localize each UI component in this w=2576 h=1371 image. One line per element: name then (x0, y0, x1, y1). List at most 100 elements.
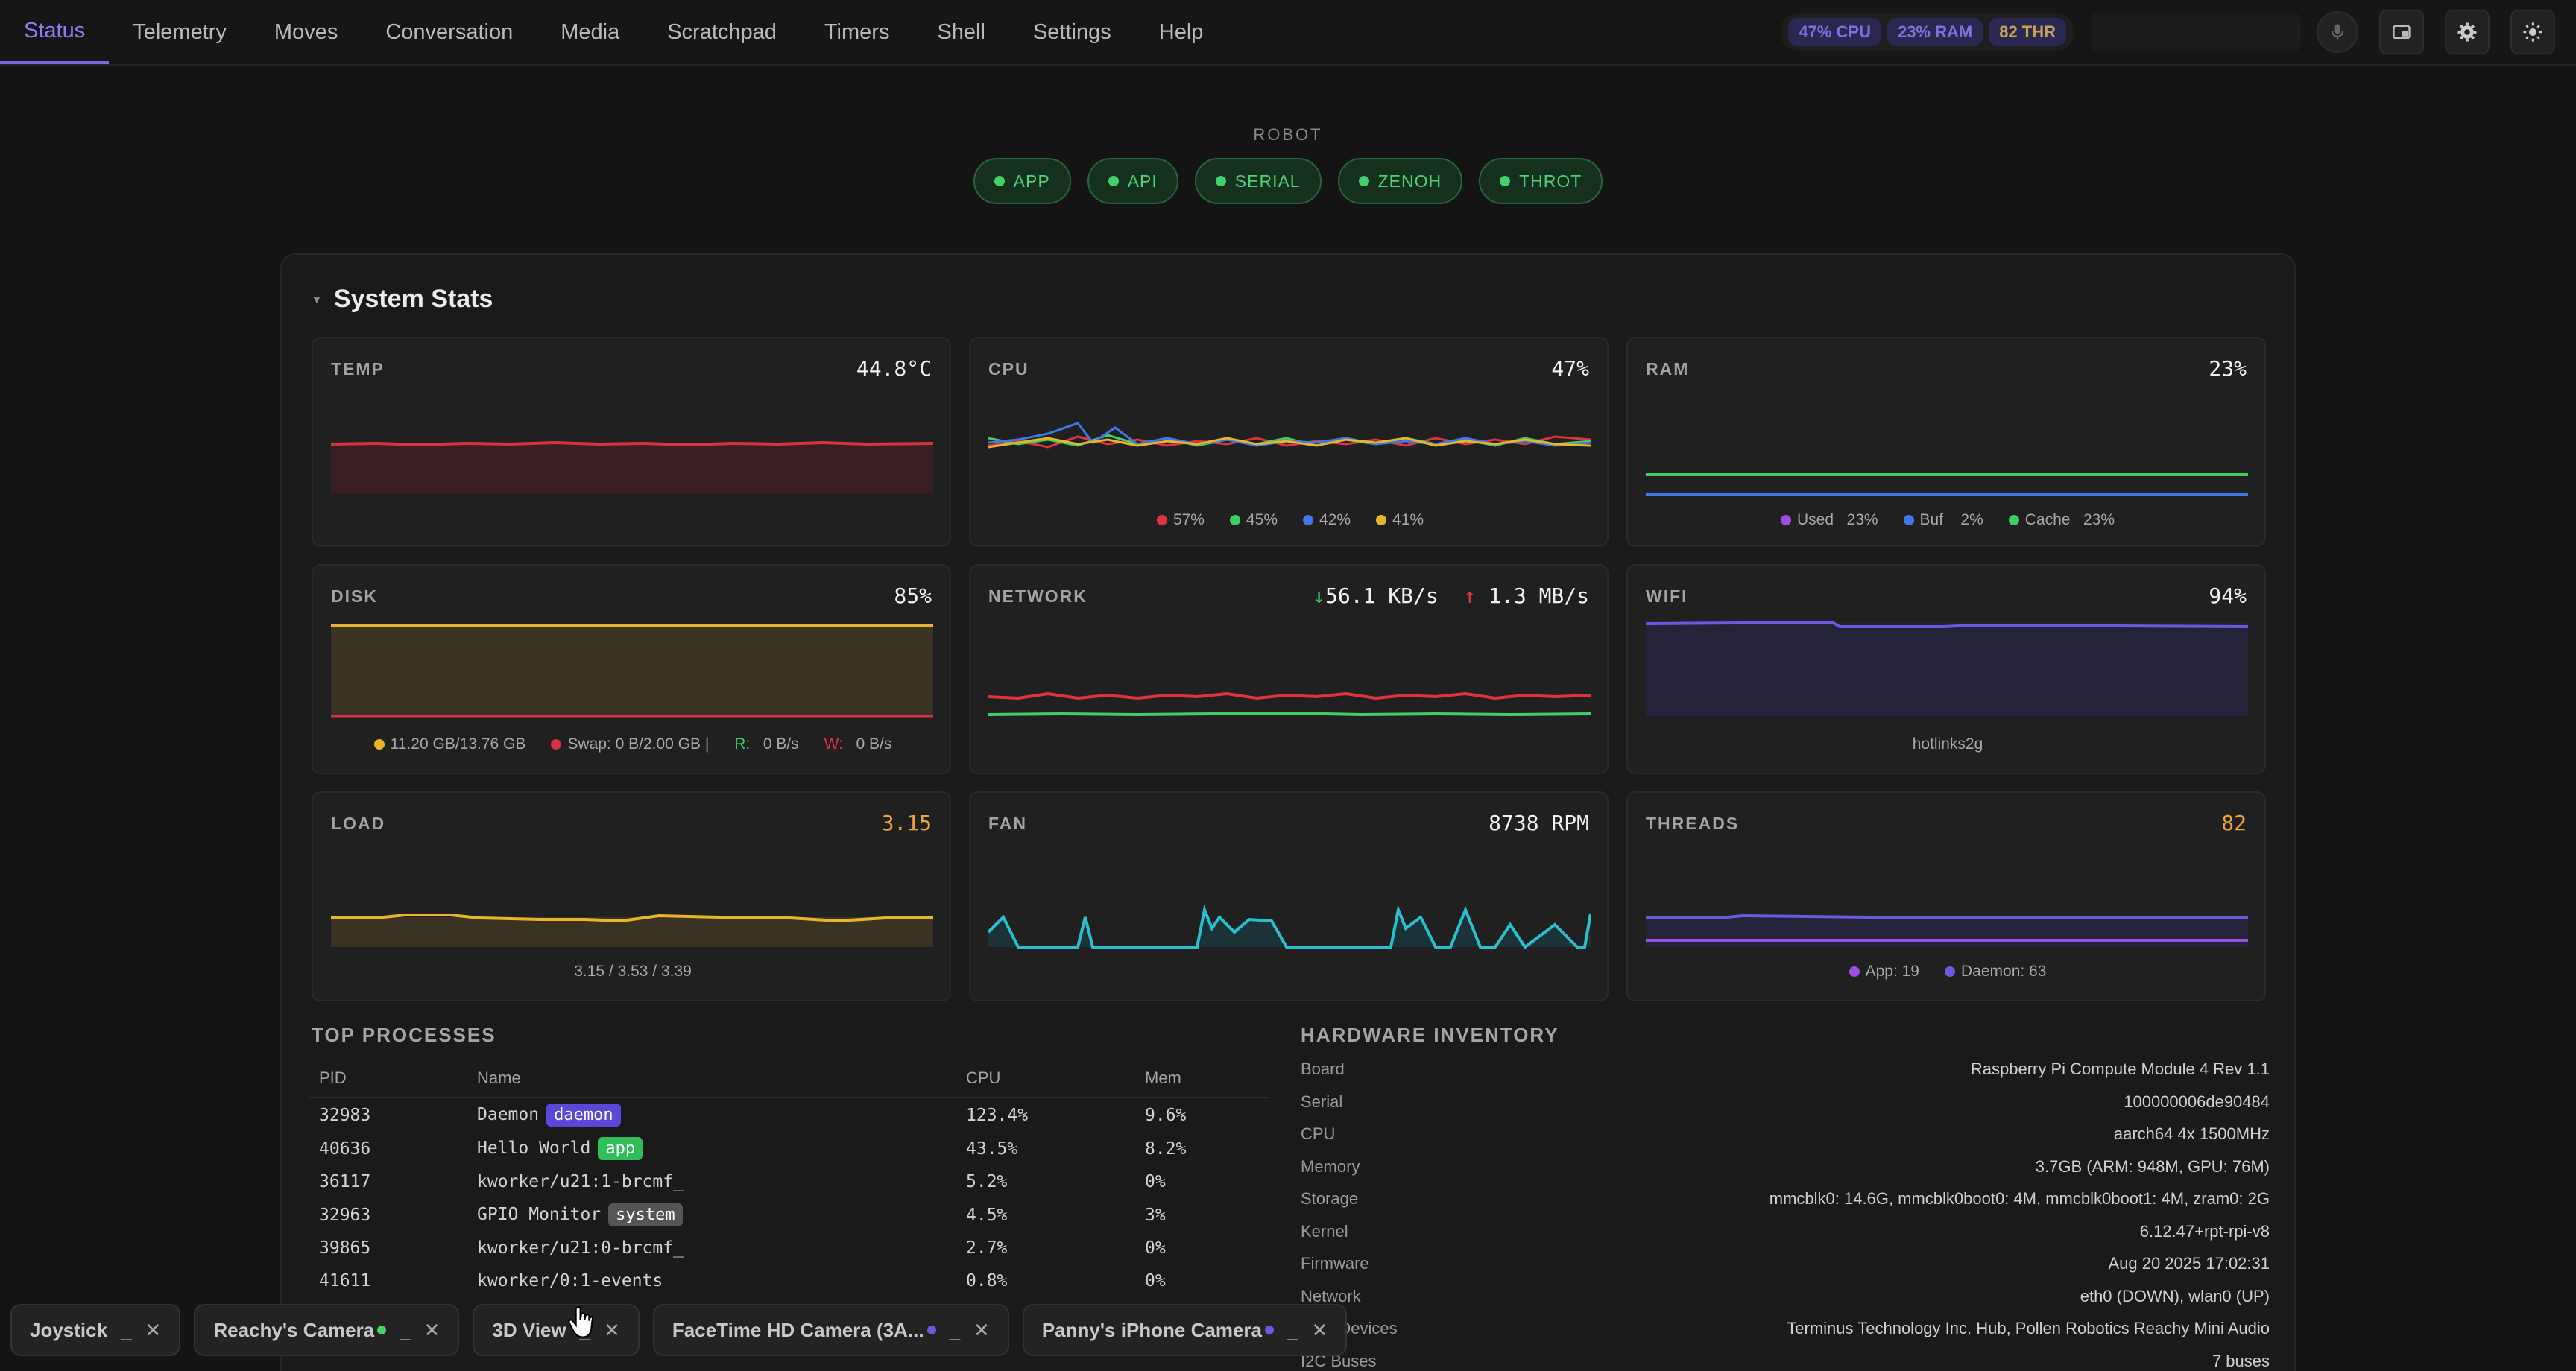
window-tab[interactable]: 3D View_✕ (473, 1304, 640, 1356)
hardware-key: Storage (1301, 1189, 1359, 1208)
settings-button[interactable] (2445, 10, 2490, 54)
col-pid[interactable]: PID (309, 1060, 467, 1098)
legend-swap: Swap: 0 B/2.00 GB | (551, 735, 709, 753)
pill-label: APP (1013, 171, 1050, 191)
close-icon[interactable]: ✕ (604, 1318, 620, 1341)
load-averages: 3.15 / 3.53 / 3.39 (574, 963, 692, 980)
window-status-dot (1265, 1326, 1275, 1334)
table-row[interactable]: 32983 Daemon daemon 123.4% 9.6% (309, 1098, 1270, 1132)
tab-settings[interactable]: Settings (1032, 19, 1111, 44)
window-tab[interactable]: Joystick _ ✕ (10, 1304, 181, 1356)
process-type-badge: daemon (546, 1104, 621, 1127)
status-pill-zenoh[interactable]: ZENOH (1337, 158, 1463, 204)
process-mem: 0% (1145, 1238, 1166, 1258)
window-tab[interactable]: Reachy's Camera _ ✕ (194, 1304, 460, 1356)
process-cpu: 0.3% (956, 1363, 1134, 1371)
process-name: rcu_preempt (467, 1363, 956, 1371)
card-value: 85% (894, 583, 932, 608)
legend-used: Used 23% (1780, 511, 1878, 529)
system-stats-header[interactable]: ▼ System Stats (312, 285, 493, 314)
cpu-chip: 47% CPU (1788, 18, 1881, 46)
hardware-value: 6.12.47+rpt-rpi-v8 (2139, 1221, 2270, 1241)
wifi-card: WIFI 94% hotlinks2g (1626, 564, 2266, 774)
legend-cache: Cache 23% (2008, 511, 2115, 529)
status-pill-api[interactable]: API (1087, 158, 1178, 204)
window-title: Panny's iPhone Camera (1041, 1318, 1263, 1341)
card-value: 8738 RPM (1489, 811, 1589, 835)
picture-in-picture-button[interactable] (2379, 10, 2424, 54)
card-value: 47% (1551, 356, 1589, 381)
card-value: 3.15 (881, 811, 932, 835)
tab-timers[interactable]: Timers (824, 19, 890, 44)
hardware-inventory-title: HARDWARE INVENTORY (1301, 1024, 1559, 1046)
process-type-badge: system (608, 1203, 683, 1226)
hand-pointer-cursor-icon (568, 1305, 594, 1338)
tab-moves[interactable]: Moves (274, 19, 338, 44)
hardware-row: Serial 100000006de90484 (1301, 1092, 2270, 1125)
status-pill-app[interactable]: APP (973, 158, 1071, 204)
process-pid: 32963 (319, 1205, 371, 1225)
picture-in-picture-icon (2393, 25, 2411, 39)
col-name[interactable]: Name (467, 1060, 956, 1098)
tab-scratchpad[interactable]: Scratchpad (667, 19, 777, 44)
hardware-value: Aug 20 2025 17:02:31 (2108, 1254, 2270, 1273)
status-pill-serial[interactable]: SERIAL (1194, 158, 1322, 204)
wifi-chart (1646, 620, 2248, 716)
tab-status[interactable]: Status (0, 0, 110, 64)
tab-conversation[interactable]: Conversation (385, 19, 514, 44)
theme-toggle-button[interactable] (2510, 10, 2555, 54)
table-row[interactable]: 36117 kworker/u21:1-brcmf_ 5.2% 0% (309, 1165, 1270, 1198)
close-icon[interactable]: ✕ (973, 1318, 990, 1341)
ram-chip: 23% RAM (1887, 18, 1983, 46)
disk-card: DISK 85% 11.20 GB/13.76 GB Swap: 0 B/2.0… (312, 564, 951, 774)
window-title: Reachy's Camera (213, 1318, 375, 1341)
table-row[interactable]: 41611 kworker/0:1-events 0.8% 0% (309, 1264, 1270, 1297)
threads-legend: App: 19 Daemon: 63 (1628, 963, 2267, 981)
minimize-button[interactable]: _ (400, 1318, 411, 1341)
table-row[interactable]: 40636 Hello World app 43.5% 8.2% (309, 1132, 1270, 1165)
main-tabs: Status Telemetry Moves Conversation Medi… (0, 0, 1227, 64)
threads-chart (1646, 914, 2248, 947)
minimize-button[interactable]: _ (949, 1318, 961, 1341)
resource-chips[interactable]: 47% CPU 23% RAM 82 THR (1781, 13, 2074, 51)
card-label: CPU (988, 359, 1029, 379)
process-name-text: Hello World (477, 1139, 591, 1158)
minimize-button[interactable]: _ (1287, 1318, 1298, 1341)
process-name: kworker/u21:0-brcmf_ (467, 1232, 956, 1264)
tab-telemetry[interactable]: Telemetry (133, 19, 227, 44)
window-tab[interactable]: FaceTime HD Camera (3A... _ ✕ (652, 1304, 1009, 1356)
close-icon[interactable]: ✕ (145, 1318, 162, 1341)
tab-help[interactable]: Help (1158, 19, 1204, 44)
temp-sparkline (331, 440, 933, 493)
robot-status-pills: APP API SERIAL ZENOH THROT (0, 158, 2576, 204)
process-name: kworker/0:1-events (467, 1264, 956, 1297)
close-icon[interactable]: ✕ (1311, 1318, 1328, 1341)
command-input[interactable] (2092, 13, 2300, 51)
hardware-row: Storage mmcblk0: 14.6G, mmcblk0boot0: 4M,… (1301, 1189, 2270, 1222)
cpu-card: CPU 47% 57% 45% 42% 41% (969, 337, 1609, 547)
tab-media[interactable]: Media (561, 19, 620, 44)
table-row[interactable]: 32963 GPIO Monitor system 4.5% 3% (309, 1198, 1270, 1232)
window-status-dot (926, 1326, 936, 1334)
status-pill-throt[interactable]: THROT (1479, 158, 1603, 204)
card-label: TEMP (331, 359, 385, 379)
process-name-text: GPIO Monitor (477, 1205, 602, 1224)
table-row[interactable]: 18 rcu_preempt 0.3%0% (309, 1363, 1270, 1371)
table-row[interactable]: 39865 kworker/u21:0-brcmf_ 2.7% 0% (309, 1232, 1270, 1264)
card-label: NETWORK (988, 586, 1087, 606)
process-name: kworker/u21:1-brcmf_ (467, 1165, 956, 1198)
status-dot (1500, 176, 1511, 186)
toolbar-right: 47% CPU 23% RAM 82 THR (1781, 0, 2576, 64)
tab-shell[interactable]: Shell (937, 19, 985, 44)
col-cpu[interactable]: CPU (956, 1060, 1134, 1098)
minimize-button[interactable]: _ (121, 1318, 132, 1341)
hardware-key: Firmware (1301, 1254, 1369, 1273)
network-value: ↓56.1 KB/s ↑ 1.3 MB/s (1313, 583, 1589, 608)
hardware-row: Kernel 6.12.47+rpt-rpi-v8 (1301, 1222, 2270, 1255)
card-label: DISK (331, 586, 378, 606)
process-pid: 39865 (319, 1238, 371, 1258)
microphone-button[interactable] (2317, 11, 2358, 53)
close-icon[interactable]: ✕ (423, 1318, 441, 1341)
window-tab[interactable]: Panny's iPhone Camera _ ✕ (1022, 1304, 1348, 1356)
col-mem[interactable]: Mem (1134, 1060, 1270, 1098)
